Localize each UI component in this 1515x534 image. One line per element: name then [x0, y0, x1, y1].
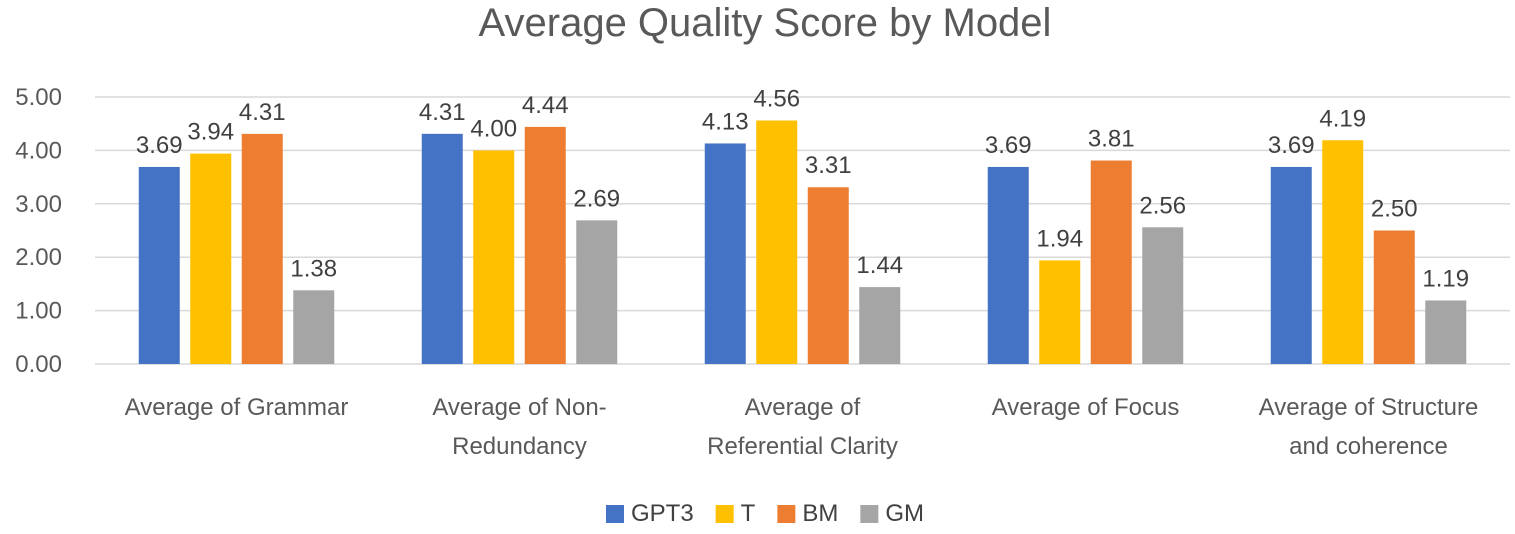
data-label: 4.13 — [702, 108, 749, 135]
data-label: 3.69 — [136, 132, 183, 159]
bar-gpt3 — [421, 133, 463, 364]
data-label: 4.31 — [419, 99, 466, 126]
data-label: 4.00 — [470, 115, 517, 142]
bar-bm — [1373, 230, 1415, 364]
legend-swatch-gm — [860, 505, 879, 523]
data-label: 3.69 — [1268, 132, 1315, 159]
bar-gm — [1425, 300, 1467, 364]
category-label: Average of Non- — [432, 394, 606, 421]
legend-label-gpt3: GPT3 — [631, 500, 694, 527]
data-label: 4.56 — [753, 85, 800, 112]
bar-gpt3 — [138, 166, 180, 364]
category-label: Average of Grammar — [125, 394, 349, 421]
bar-gpt3 — [704, 143, 746, 364]
y-tick-label: 4.00 — [15, 137, 62, 164]
data-label: 4.19 — [1319, 105, 1366, 132]
category-label: Average of — [745, 394, 861, 421]
chart-legend: GPT3 T BM GM — [605, 500, 924, 527]
data-label: 1.38 — [290, 255, 337, 282]
data-label: 3.94 — [187, 119, 234, 146]
bar-bm — [1090, 160, 1132, 364]
category-label: and coherence — [1289, 433, 1448, 460]
bar-gm — [293, 290, 335, 364]
legend-label-gm: GM — [885, 500, 924, 527]
legend-swatch-gpt3 — [605, 505, 624, 523]
bar-gpt3 — [1270, 166, 1312, 364]
bar-bm — [524, 126, 566, 365]
bar-gm — [576, 220, 618, 364]
bar-t — [1322, 140, 1364, 364]
y-tick-label: 1.00 — [15, 298, 62, 325]
category-label: Average of Structure — [1259, 394, 1479, 421]
legend-swatch-bm — [777, 505, 796, 523]
data-label: 3.69 — [985, 132, 1032, 159]
bar-gpt3 — [987, 166, 1029, 364]
bar-gm — [859, 287, 901, 364]
y-tick-label: 3.00 — [15, 191, 62, 218]
data-label: 3.81 — [1088, 126, 1135, 153]
data-label: 4.44 — [522, 92, 569, 119]
y-tick-label: 0.00 — [15, 351, 62, 378]
bar-t — [190, 153, 232, 364]
data-label: 1.94 — [1036, 225, 1083, 252]
data-label: 4.31 — [239, 99, 286, 126]
bar-t — [473, 150, 515, 364]
bar-gm — [1142, 227, 1184, 364]
data-label: 2.56 — [1139, 192, 1186, 219]
category-label: Average of Focus — [992, 394, 1180, 421]
data-label: 3.31 — [805, 152, 852, 179]
legend-label-t: T — [741, 500, 756, 527]
bar-t — [756, 120, 798, 364]
bar-t — [1039, 260, 1081, 364]
bar-bm — [241, 133, 283, 364]
legend-label-bm: BM — [802, 500, 838, 527]
data-label: 2.50 — [1371, 196, 1418, 223]
data-label: 1.44 — [856, 252, 903, 279]
data-label: 1.19 — [1422, 265, 1469, 292]
bar-bm — [807, 187, 849, 364]
category-label: Redundancy — [452, 433, 587, 460]
data-label: 2.69 — [573, 185, 620, 212]
y-tick-label: 5.00 — [15, 84, 62, 111]
y-tick-label: 2.00 — [15, 244, 62, 271]
legend-swatch-t — [715, 505, 734, 523]
category-label: Referential Clarity — [707, 433, 898, 460]
chart-title: Average Quality Score by Model — [479, 1, 1052, 45]
